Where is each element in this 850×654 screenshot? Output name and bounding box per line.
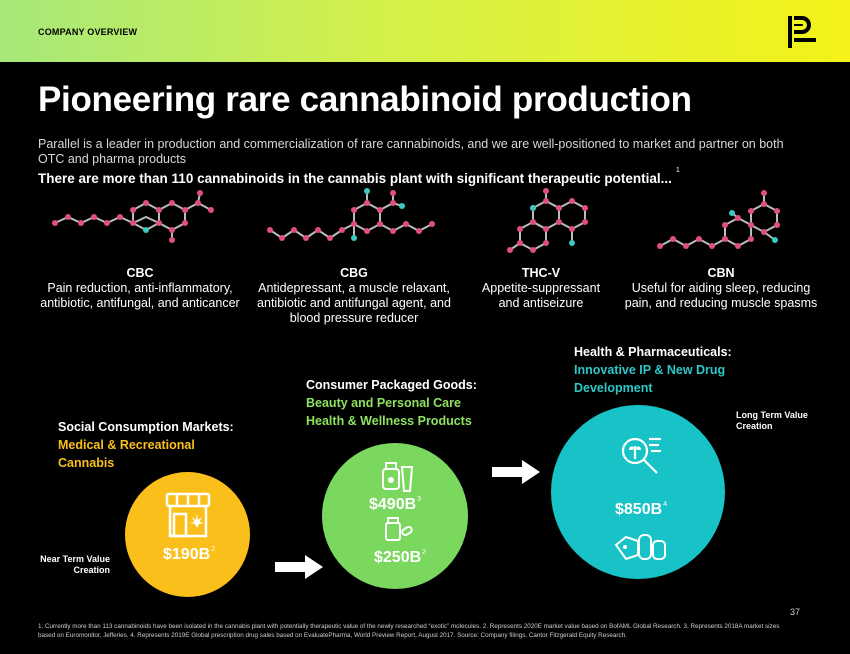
market-subline: Health & Wellness Products <box>306 414 472 428</box>
near-term-line2: Creation <box>73 565 110 575</box>
social-value-footnote: 2 <box>211 546 216 553</box>
market-subline: Beauty and Personal Care <box>306 396 461 410</box>
cbn-molecule-icon <box>657 190 780 249</box>
page-number: 37 <box>790 607 801 617</box>
cbg-molecule-icon <box>267 188 435 241</box>
headline-text: There are more than 110 cannabinoids in … <box>38 171 672 186</box>
consumer-value1-footnote: 3 <box>417 496 422 503</box>
cannabinoid-name: THC-V <box>521 266 561 280</box>
cbc-molecule-icon <box>52 190 214 243</box>
market-subline: Development <box>574 381 653 395</box>
consumer-value2-text: $250B <box>374 549 422 566</box>
arrow-right-icon <box>492 460 540 484</box>
near-term-line1: Near Term Value <box>40 554 110 564</box>
social-market-value: $190B2 <box>163 546 215 564</box>
near-term-note: Near Term Value Creation <box>34 554 110 576</box>
market-subline: Innovative IP & New Drug <box>574 363 726 377</box>
supplement-bottle-icon <box>385 517 413 541</box>
parallel-logo-icon <box>788 16 816 48</box>
social-market-circle: $190B2 <box>125 472 250 597</box>
cannabinoid-description: Antidepressant, a muscle relaxant, antib… <box>257 281 451 325</box>
footnote: 1. Currently more than 113 cannabinoids … <box>38 623 780 639</box>
long-term-note: Long Term Value Creation <box>736 410 808 432</box>
consumer-market-value-wellness: $250B2 <box>374 549 426 567</box>
market-subline: Cannabis <box>58 456 115 470</box>
market-heading: Health & Pharmaceuticals: <box>574 345 732 359</box>
health-market-value: $850B4 <box>615 501 667 519</box>
market-heading: Consumer Packaged Goods: <box>306 378 477 392</box>
headline: There are more than 110 cannabinoids in … <box>38 167 680 187</box>
cannabinoid-description: Appetite-suppressant and antiseizure <box>481 281 601 310</box>
cannabinoid-name: CBG <box>340 266 368 280</box>
market-heading: Social Consumption Markets: <box>58 420 234 434</box>
cannabinoid-description: Pain reduction, anti-inflammatory, antib… <box>40 281 240 310</box>
headline-footnote: 1 <box>675 166 680 174</box>
health-market-label: Health & Pharmaceuticals: Innovative IP … <box>574 343 732 397</box>
social-market-label: Social Consumption Markets: Medical & Re… <box>58 418 234 472</box>
arrow-right-icon <box>275 555 323 579</box>
cannabinoid-cbn: CBN Useful for aiding sleep, reducing pa… <box>618 266 824 311</box>
page-title: Pioneering rare cannabinoid production <box>38 80 692 119</box>
cannabinoid-thcv: THC-V Appetite-suppressant and antiseizu… <box>472 266 610 311</box>
long-term-line1: Long Term Value <box>736 410 808 420</box>
consumer-market-value-beauty: $490B3 <box>369 496 421 514</box>
research-magnifier-icon <box>621 437 661 474</box>
pills-price-tag-icon <box>614 534 666 561</box>
health-market-circle: $850B4 <box>551 405 725 579</box>
consumer-value1-text: $490B <box>369 496 417 513</box>
cannabinoid-cbc: CBC Pain reduction, anti-inflammatory, a… <box>38 266 242 311</box>
social-value-text: $190B <box>163 546 211 563</box>
thcv-molecule-icon <box>507 188 588 253</box>
market-subline: Medical & Recreational <box>58 438 195 452</box>
beauty-products-icon <box>382 462 414 492</box>
intro-paragraph: Parallel is a leader in production and c… <box>38 137 784 166</box>
consumer-value2-footnote: 2 <box>422 549 427 556</box>
cannabinoid-description: Useful for aiding sleep, reducing pain, … <box>624 281 818 310</box>
long-term-line2: Creation <box>736 421 773 431</box>
dispensary-storefront-icon <box>165 492 211 538</box>
header-bar: COMPANY OVERVIEW <box>0 0 850 62</box>
cannabinoid-cbg: CBG Antidepressant, a muscle relaxant, a… <box>248 266 460 326</box>
health-value-text: $850B <box>615 501 663 518</box>
cannabinoid-name: CBC <box>126 266 154 280</box>
section-label: COMPANY OVERVIEW <box>38 27 138 37</box>
cannabinoid-name: CBN <box>707 266 735 280</box>
health-value-footnote: 4 <box>663 501 668 508</box>
consumer-market-label: Consumer Packaged Goods: Beauty and Pers… <box>306 376 477 430</box>
consumer-market-circle: $490B3 $250B2 <box>322 443 468 589</box>
